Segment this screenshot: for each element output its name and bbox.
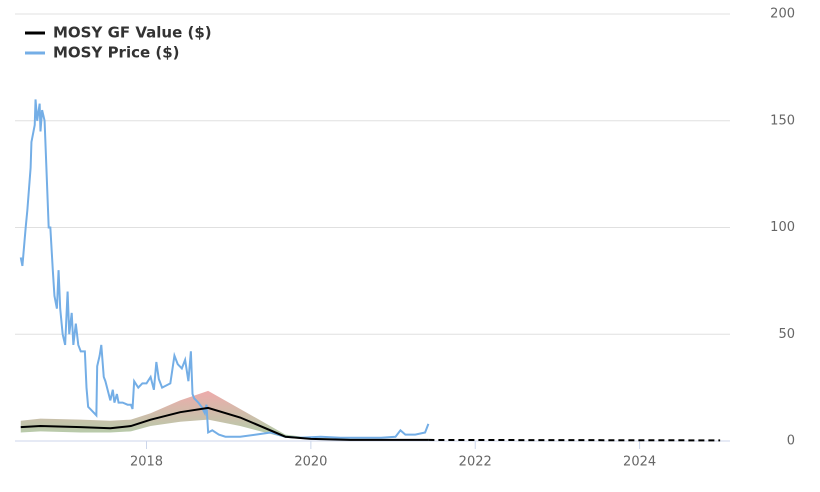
y-tick-label: 150 [770,113,795,128]
line [19,99,430,439]
x-tick-label: 2018 [130,455,163,470]
y-tick-label: 0 [787,434,795,449]
x-tick-label: 2024 [623,455,656,470]
y-tick-label: 200 [770,7,795,22]
y-tick-label: 50 [778,327,795,342]
line [20,406,429,441]
legend-text: MOSY GF Value ($) [53,24,212,42]
legend-text: MOSY Price ($) [53,44,180,62]
y-tick-label: 100 [770,220,795,235]
value-band [20,390,429,441]
x-tick-label: 2020 [294,455,327,470]
x-tick-label: 2022 [459,455,492,470]
